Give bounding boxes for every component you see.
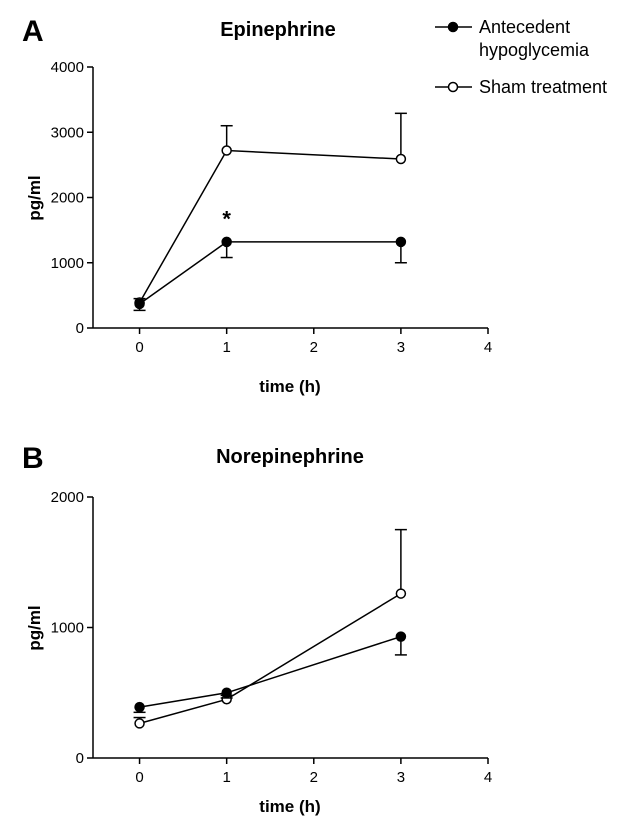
series-line-antecedent-b: [139, 635, 402, 708]
series-line-sham-a: [138, 149, 401, 303]
chart-title-b: Norepinephrine: [216, 446, 364, 468]
data-point-sham-b: [134, 718, 145, 729]
x-tick-label-a: 2: [310, 339, 318, 356]
x-tick-label-b: 4: [484, 769, 492, 786]
y-axis-label-b: pg/ml: [25, 605, 44, 650]
data-point-antecedent-a: [134, 298, 145, 310]
y-tick-label-b: 2000: [51, 489, 84, 506]
panel-letter-a: A: [22, 15, 44, 48]
y-tick-label-a: 1000: [51, 255, 84, 272]
panel-a: A Epinephrine 0 1000 2000 3000 4000 0 1 2 3 4 * pg…: [22, 15, 492, 396]
plot-a: 0 1000 2000 3000 4000 0 1 2 3 4 *: [51, 59, 493, 356]
data-point-sham-b: [395, 588, 407, 599]
x-axis-label-b: time (h): [259, 797, 320, 816]
panel-letter-b: B: [22, 442, 44, 475]
data-point-antecedent-b: [221, 687, 232, 698]
legend-entry-antecedent: Antecedent hypoglycemia: [435, 17, 590, 60]
x-tick-label-b: 2: [310, 769, 318, 786]
x-tick-label-b: 0: [135, 769, 143, 786]
legend-label-antecedent-line2: hypoglycemia: [479, 40, 590, 60]
legend-marker-filled-circle: [447, 21, 459, 33]
data-point-antecedent-b: [395, 631, 407, 642]
y-tick-label-b: 0: [76, 750, 84, 767]
x-tick-label-a: 3: [397, 339, 405, 356]
plot-b: 0 1000 2000 0 1 2 3 4: [51, 489, 493, 786]
chart-title-a: Epinephrine: [220, 19, 336, 41]
legend-entry-sham: Sham treatment: [435, 77, 607, 97]
x-tick-label-b: 1: [222, 769, 230, 786]
y-tick-label-a: 3000: [51, 124, 84, 141]
y-axis-label-a: pg/ml: [25, 175, 44, 220]
y-tick-label-b: 1000: [51, 620, 84, 637]
series-line-antecedent-a: [139, 241, 401, 305]
panel-b: B Norepinephrine 0 1000 2000 0 1 2 3 4 pg/ml ti…: [22, 442, 492, 816]
x-tick-label-b: 3: [397, 769, 405, 786]
x-tick-label-a: 4: [484, 339, 492, 356]
series-line-sham-b: [139, 592, 402, 725]
y-tick-label-a: 4000: [51, 59, 84, 76]
data-point-sham-a: [221, 145, 232, 156]
significance-asterisk-a: *: [222, 206, 231, 231]
y-tick-label-a: 2000: [51, 190, 84, 207]
y-tick-label-a: 0: [76, 320, 84, 337]
x-tick-label-a: 0: [135, 339, 143, 356]
legend: Antecedent hypoglycemia Sham treatment: [435, 17, 607, 97]
data-point-antecedent-a: [395, 236, 407, 248]
x-tick-label-a: 1: [222, 339, 230, 356]
data-point-sham-a: [395, 153, 407, 165]
legend-label-antecedent-line1: Antecedent: [479, 17, 570, 37]
x-axis-label-a: time (h): [259, 377, 320, 396]
legend-marker-open-circle: [447, 81, 459, 93]
legend-label-sham: Sham treatment: [479, 77, 607, 97]
data-point-antecedent-a: [221, 236, 232, 248]
data-point-antecedent-b: [134, 701, 145, 713]
